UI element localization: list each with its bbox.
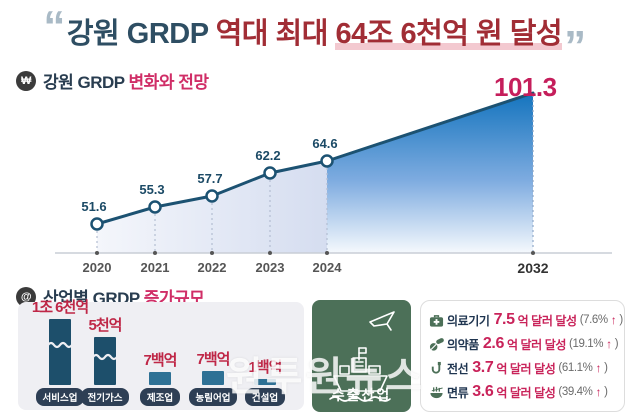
x-axis-label: 2021 bbox=[141, 260, 170, 275]
title-record: 역대 최대 bbox=[215, 18, 336, 50]
bar-group-services: 1조 6천억 서비스업 bbox=[31, 296, 89, 406]
stat-value: 3.7 bbox=[472, 359, 494, 376]
up-arrow-icon: ↑ bbox=[610, 313, 617, 327]
bar-group-agriculture: 7백억 농림어업 bbox=[185, 348, 241, 406]
axis-tick-dots bbox=[95, 251, 535, 255]
data-point-value: 51.6 bbox=[81, 199, 106, 214]
up-arrow-icon: ↑ bbox=[595, 385, 602, 399]
export-stats-card: 의료기기 7.5 억 달러 달성 (7.6% ↑ ) 의약품 2.6 억 달러 … bbox=[420, 300, 625, 412]
stat-name: 의료기기 bbox=[447, 313, 490, 328]
axis-break-icon bbox=[48, 342, 72, 349]
x-axis-label: 2023 bbox=[256, 260, 285, 275]
stat-unit: 억 달러 달성 bbox=[517, 313, 577, 328]
section-title-highlight: 변화와 전망 bbox=[128, 73, 209, 92]
stat-name: 면류 bbox=[447, 385, 469, 400]
stat-percent-close: ) bbox=[619, 314, 623, 326]
stat-percent: (7.6% bbox=[579, 314, 608, 326]
data-point-value: 62.2 bbox=[255, 148, 280, 163]
bar-value: 7백억 bbox=[143, 352, 178, 369]
data-point-value: 57.7 bbox=[197, 171, 222, 186]
stat-percent-close: ) bbox=[604, 386, 608, 398]
stat-name: 의약품 bbox=[447, 337, 479, 352]
export-box-label: 수출산업 bbox=[331, 387, 392, 403]
stat-unit: 억 달러 달성 bbox=[506, 337, 567, 352]
up-arrow-icon: ↑ bbox=[606, 337, 612, 351]
bar-category-pill: 제조업 bbox=[139, 388, 181, 406]
data-point-value: 55.3 bbox=[139, 182, 164, 197]
export-industry-box: 수출산업 bbox=[312, 300, 411, 412]
bar-value: 5천억 bbox=[88, 317, 123, 334]
bar bbox=[254, 379, 276, 385]
stat-percent: (39.4% bbox=[558, 386, 593, 398]
x-axis-label: 2024 bbox=[313, 260, 343, 275]
stat-unit: 억 달러 달성 bbox=[496, 385, 556, 400]
bar-category-pill: 건설업 bbox=[244, 388, 286, 406]
stat-percent: (61.1% bbox=[558, 362, 593, 374]
stat-value: 7.5 bbox=[493, 311, 515, 328]
section-header-chart: ₩ 강원 GRDP 변화와 전망 bbox=[16, 68, 209, 93]
bar-value: 1백억 bbox=[248, 359, 283, 376]
stat-value: 2.6 bbox=[482, 335, 504, 352]
projection-area bbox=[327, 93, 533, 253]
x-axis-label: 2020 bbox=[83, 260, 112, 275]
point-guides bbox=[96, 95, 534, 251]
x-axis-label: 2022 bbox=[198, 260, 227, 275]
bar-category-pill: 농림어업 bbox=[188, 388, 238, 406]
bar bbox=[48, 319, 72, 385]
main-title: “강원 GRDP 역대 최대 64조 6천억 원 달성” bbox=[43, 2, 586, 72]
bar bbox=[93, 337, 117, 385]
bar-group-electric-gas: 5천억 전기가스 bbox=[77, 314, 133, 406]
stat-row-noodles: 면류 3.6 억 달러 달성 (39.4% ↑ ) bbox=[429, 383, 616, 401]
peak-value-label: 101.3 bbox=[494, 72, 557, 102]
title-region: 강원 GRDP bbox=[66, 18, 216, 50]
bar-category-pill: 전기가스 bbox=[80, 388, 130, 406]
bar-group-construction: 1백억 건설업 bbox=[237, 356, 293, 406]
stat-row-pharmaceuticals: 의약품 2.6 억 달러 달성 (19.1% ↑ ) bbox=[429, 335, 619, 353]
trend-line bbox=[95, 91, 535, 226]
up-arrow-icon: ↑ bbox=[595, 361, 602, 375]
section-title: 강원 GRDP 변화와 전망 bbox=[43, 68, 209, 93]
bar-category-pill: 서비스업 bbox=[35, 388, 85, 406]
stat-percent-close: ) bbox=[604, 362, 608, 374]
medical-kit-icon bbox=[429, 313, 444, 328]
stat-name: 전선 bbox=[447, 361, 469, 376]
bar bbox=[149, 372, 171, 385]
stat-percent-close: ) bbox=[614, 338, 619, 350]
industry-icon: @ bbox=[16, 286, 36, 307]
stat-row-medical-devices: 의료기기 7.5 억 달러 달성 (7.6% ↑ ) bbox=[429, 311, 623, 329]
bar-value: 1조 6천억 bbox=[31, 299, 89, 316]
stat-row-electric-wire: 전선 3.7 억 달러 달성 (61.1% ↑ ) bbox=[429, 359, 616, 377]
cable-icon bbox=[429, 361, 444, 376]
stat-unit: 억 달러 달성 bbox=[496, 361, 556, 376]
section-title-prefix: 강원 GRDP bbox=[43, 73, 129, 92]
coin-icon: ₩ bbox=[16, 70, 36, 91]
industry-bar-panel: 1조 6천억 서비스업 5천억 전기가스 7백억 제조업 7백억 bbox=[18, 299, 304, 410]
bar-value: 7백억 bbox=[196, 351, 231, 368]
grdp-trend-chart: 51.6 55.3 57.7 62.2 64.6 2020 2021 2022 … bbox=[55, 91, 612, 276]
bar bbox=[202, 371, 224, 385]
axis-break-icon bbox=[93, 354, 117, 361]
ship-plane-icon bbox=[329, 311, 395, 402]
pills-icon bbox=[429, 337, 444, 352]
bar-group-manufacturing: 7백억 제조업 bbox=[132, 349, 188, 406]
x-axis-label: 2032 bbox=[517, 260, 548, 276]
noodle-bowl-icon bbox=[429, 385, 444, 400]
data-point-markers bbox=[90, 154, 334, 231]
title-amount: 64조 6천억 원 달성 bbox=[335, 18, 563, 50]
stat-value: 3.6 bbox=[472, 383, 494, 400]
stat-percent: (19.1% bbox=[569, 338, 604, 350]
data-point-value: 64.6 bbox=[312, 136, 337, 151]
